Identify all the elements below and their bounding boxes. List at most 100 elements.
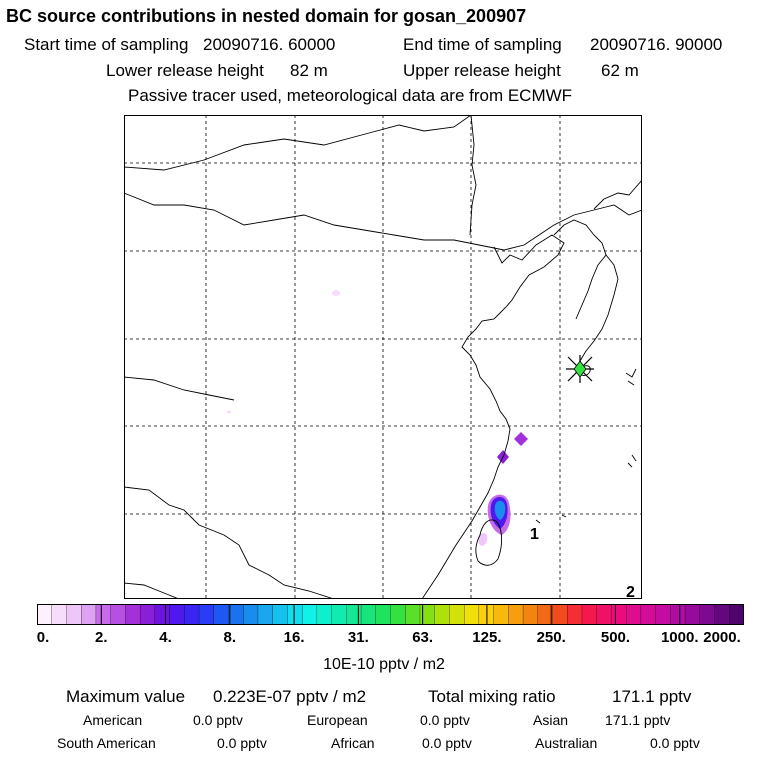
colorbar-cell bbox=[684, 604, 701, 625]
border-line bbox=[124, 115, 472, 171]
colorbar-cell bbox=[478, 604, 495, 625]
colorbar-cell bbox=[110, 604, 126, 625]
lower-height-label: Lower release height bbox=[106, 61, 264, 80]
map-label-1: 1 bbox=[530, 526, 539, 543]
region-asian-name: Asian bbox=[533, 712, 569, 728]
region-american-value: 0.0 pptv bbox=[193, 712, 243, 728]
max-value: 0.223E-07 pptv / m2 bbox=[213, 687, 367, 706]
total-mixing-value: 171.1 pptv bbox=[612, 687, 692, 706]
colorbar-cell bbox=[714, 604, 730, 625]
colorbar-tick-label: 1000. bbox=[660, 629, 699, 646]
colorbar-tick-label: 500. bbox=[600, 629, 631, 646]
colorbar-cell bbox=[139, 604, 156, 625]
colorbar-cell bbox=[640, 604, 657, 625]
map-panel: 1 2 bbox=[124, 115, 642, 599]
lower-height-value: 82 m bbox=[290, 61, 328, 80]
colorbar-cell bbox=[596, 604, 612, 625]
korea-coast bbox=[593, 179, 642, 210]
tracer-note: Passive tracer used, meteorological data… bbox=[128, 86, 573, 105]
colorbar-cell bbox=[272, 604, 288, 625]
end-time-value: 20090716. 90000 bbox=[590, 35, 723, 54]
plume-faint bbox=[332, 290, 340, 296]
border-line bbox=[124, 486, 335, 599]
end-time-label: End time of sampling bbox=[403, 35, 562, 54]
colorbar-frame bbox=[37, 604, 744, 625]
colorbar-cell bbox=[463, 604, 480, 625]
korea-coast bbox=[553, 219, 607, 320]
region-south-american-name: South American bbox=[57, 735, 156, 751]
colorbar-cell bbox=[699, 604, 715, 625]
colorbar-cell bbox=[228, 604, 244, 625]
region-european-value: 0.0 pptv bbox=[420, 712, 470, 728]
plume-core bbox=[494, 500, 506, 520]
region-asian-value: 171.1 pptv bbox=[605, 712, 671, 728]
border-line bbox=[124, 582, 180, 599]
colorbar-cell bbox=[243, 604, 259, 625]
colorbar-cell bbox=[184, 604, 200, 625]
colorbar-cell bbox=[537, 604, 553, 625]
plume-spot bbox=[514, 432, 528, 446]
chart-title: BC source contributions in nested domain… bbox=[6, 6, 527, 26]
colorbar-cell bbox=[655, 604, 671, 625]
colorbar-cell bbox=[493, 604, 509, 625]
colorbar-cell bbox=[567, 604, 583, 625]
colorbar-cell bbox=[405, 604, 421, 625]
colorbar-cell bbox=[257, 604, 274, 625]
colorbar bbox=[37, 604, 744, 625]
border-line bbox=[469, 115, 477, 236]
colorbar-cell bbox=[198, 604, 215, 625]
colorbar-tick-label: 4. bbox=[159, 629, 172, 646]
colorbar-cell bbox=[95, 604, 112, 625]
max-value-label: Maximum value bbox=[66, 687, 186, 706]
colorbar-cell bbox=[81, 604, 97, 625]
upper-height-value: 62 m bbox=[601, 61, 639, 80]
colorbar-cell bbox=[316, 604, 333, 625]
plume-field bbox=[227, 290, 528, 546]
start-time-value: 20090716. 60000 bbox=[203, 35, 336, 54]
total-mixing-label: Total mixing ratio bbox=[428, 687, 556, 706]
receptor-marker bbox=[566, 355, 594, 383]
region-south-american-value: 0.0 pptv bbox=[217, 735, 267, 751]
start-time-label: Start time of sampling bbox=[24, 35, 189, 54]
region-african-value: 0.0 pptv bbox=[422, 735, 472, 751]
colorbar-cell bbox=[360, 604, 377, 625]
colorbar-cells bbox=[37, 604, 744, 625]
colorbar-cell bbox=[581, 604, 598, 625]
colorbar-cell bbox=[331, 604, 347, 625]
colorbar-tick-label: 63. bbox=[412, 629, 434, 646]
colorbar-cell bbox=[434, 604, 450, 625]
colorbar-tick-label: 2000. bbox=[703, 629, 741, 646]
colorbar-cell bbox=[37, 604, 53, 625]
region-american-name: American bbox=[83, 712, 143, 728]
colorbar-tick-label: 125. bbox=[472, 629, 502, 646]
japan-islands bbox=[625, 368, 637, 386]
colorbar-unit: 10E-10 pptv / m2 bbox=[323, 656, 445, 673]
colorbar-tick-label: 0. bbox=[36, 629, 50, 646]
border-line bbox=[124, 192, 642, 251]
region-australian-value: 0.0 pptv bbox=[650, 735, 700, 751]
colorbar-cell bbox=[670, 604, 686, 625]
colorbar-cell bbox=[213, 604, 229, 625]
colorbar-cell bbox=[390, 604, 406, 625]
colorbar-cell bbox=[287, 604, 303, 625]
colorbar-cell bbox=[611, 604, 627, 625]
region-african-name: African bbox=[331, 735, 375, 751]
colorbar-cell bbox=[51, 604, 67, 625]
colorbar-tick-label: 2. bbox=[95, 629, 108, 646]
region-european-name: European bbox=[307, 712, 368, 728]
colorbar-cell bbox=[301, 604, 318, 625]
plume-faint bbox=[227, 410, 231, 414]
colorbar-cell bbox=[552, 604, 568, 625]
colorbar-cell bbox=[125, 604, 141, 625]
small-islands bbox=[535, 454, 637, 524]
colorbar-major-ticks bbox=[100, 604, 681, 625]
colorbar-cell bbox=[508, 604, 524, 625]
colorbar-cell bbox=[169, 604, 185, 625]
region-australian-name: Australian bbox=[535, 735, 598, 751]
colorbar-tick-label: 8. bbox=[223, 629, 237, 646]
upper-height-label: Upper release height bbox=[403, 61, 561, 80]
colorbar-cell bbox=[154, 604, 171, 625]
plume-faint bbox=[478, 532, 488, 546]
taiwan-coast bbox=[475, 519, 503, 566]
colorbar-cell bbox=[522, 604, 539, 625]
